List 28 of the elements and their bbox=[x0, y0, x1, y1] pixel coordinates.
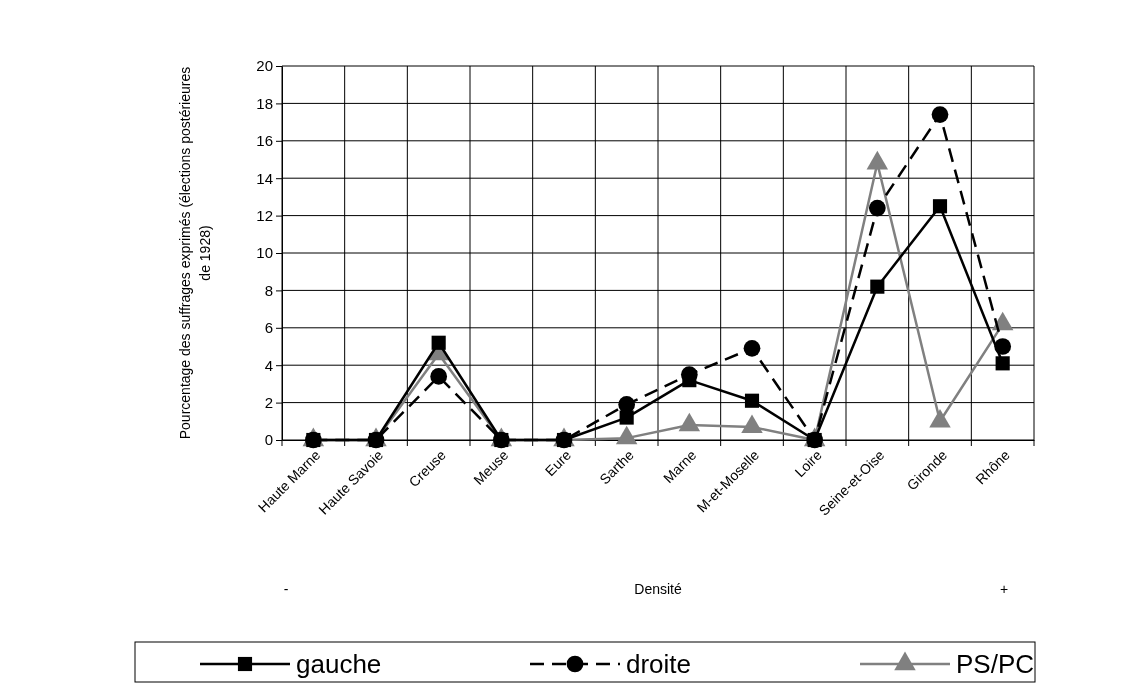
point bbox=[868, 199, 886, 217]
y-tick-label: 12 bbox=[256, 206, 273, 224]
y-tick-label: 8 bbox=[264, 281, 273, 299]
point bbox=[870, 279, 885, 294]
legend-label: droite bbox=[626, 649, 692, 679]
point bbox=[932, 199, 948, 214]
y-tick-label: 4 bbox=[264, 356, 273, 374]
point bbox=[744, 393, 760, 408]
point bbox=[931, 106, 949, 123]
legend-label: PS/PC bbox=[956, 649, 1035, 679]
y-tick-label: 2 bbox=[264, 393, 273, 411]
point bbox=[743, 340, 761, 357]
y-axis-title: Pourcentage des suffrages exprimés (élections postérieures de 1928) bbox=[177, 66, 213, 440]
point bbox=[995, 356, 1010, 371]
text: - bbox=[283, 581, 289, 597]
y-tick-label: 10 bbox=[256, 244, 273, 262]
y-tick-label: 20 bbox=[256, 57, 273, 75]
point bbox=[431, 335, 446, 350]
y-tick-label: 18 bbox=[256, 94, 273, 112]
point bbox=[619, 410, 634, 425]
y-tick-label: 0 bbox=[264, 431, 273, 449]
y-tick-label: 16 bbox=[256, 132, 273, 150]
y-tick-label: 6 bbox=[264, 319, 273, 337]
legend-label: gauche bbox=[296, 649, 382, 679]
text: + bbox=[999, 581, 1009, 597]
y-tick-label: 14 bbox=[256, 169, 273, 187]
point bbox=[430, 368, 448, 385]
x-axis-title: Densité bbox=[634, 581, 682, 597]
